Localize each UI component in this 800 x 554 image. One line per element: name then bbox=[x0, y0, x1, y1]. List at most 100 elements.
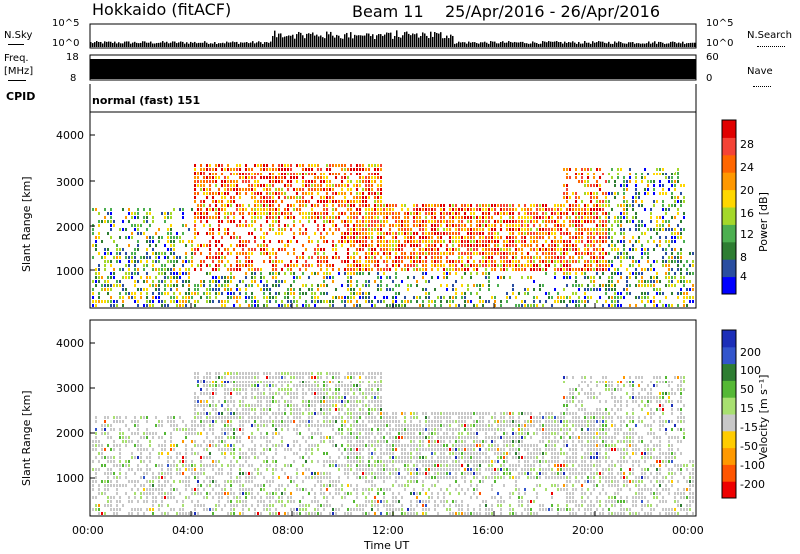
heat-cell bbox=[557, 292, 559, 295]
noise-bar bbox=[94, 42, 96, 47]
heat-cell bbox=[338, 212, 340, 215]
heat-cell bbox=[440, 304, 442, 307]
heat-cell bbox=[188, 300, 190, 303]
heat-cell bbox=[542, 228, 544, 231]
heat-cell bbox=[677, 280, 679, 283]
heat-cell bbox=[278, 208, 280, 211]
heat-cell bbox=[431, 248, 433, 251]
heat-cell bbox=[347, 224, 349, 227]
heat-cell bbox=[650, 212, 652, 215]
heat-cell bbox=[230, 244, 232, 247]
heat-cell bbox=[218, 288, 220, 291]
heat-cell bbox=[629, 304, 631, 307]
heat-cell bbox=[332, 208, 334, 211]
heat-cell bbox=[317, 204, 319, 207]
heat-cell bbox=[212, 424, 214, 427]
heat-cell bbox=[200, 468, 202, 471]
heat-cell bbox=[263, 384, 265, 387]
heat-cell bbox=[608, 204, 610, 207]
heat-cell bbox=[548, 260, 550, 263]
heat-cell bbox=[245, 180, 247, 183]
heat-cell bbox=[254, 248, 256, 251]
heat-cell bbox=[671, 260, 673, 263]
heat-cell bbox=[314, 212, 316, 215]
heat-cell bbox=[464, 292, 466, 295]
heat-cell bbox=[227, 192, 229, 195]
heat-cell bbox=[116, 476, 118, 479]
heat-cell bbox=[506, 240, 508, 243]
heat-cell bbox=[104, 420, 106, 423]
heat-cell bbox=[626, 268, 628, 271]
heat-cell bbox=[263, 292, 265, 295]
heat-cell bbox=[524, 288, 526, 291]
noise-bar bbox=[274, 30, 276, 47]
noise-bar bbox=[644, 43, 646, 47]
heat-cell bbox=[131, 488, 133, 491]
heat-cell bbox=[365, 228, 367, 231]
heat-cell bbox=[275, 292, 277, 295]
heat-cell bbox=[206, 168, 208, 171]
heat-cell bbox=[239, 512, 241, 515]
heat-cell bbox=[434, 232, 436, 235]
heat-cell bbox=[278, 212, 280, 215]
heat-cell bbox=[590, 288, 592, 291]
heat-cell bbox=[218, 496, 220, 499]
heat-cell bbox=[278, 192, 280, 195]
heat-cell bbox=[326, 260, 328, 263]
heat-cell bbox=[653, 204, 655, 207]
heat-cell bbox=[263, 388, 265, 391]
heat-cell bbox=[647, 188, 649, 191]
heat-cell bbox=[296, 180, 298, 183]
heat-cell bbox=[242, 424, 244, 427]
heat-cell bbox=[104, 512, 106, 515]
heat-cell bbox=[335, 192, 337, 195]
heat-cell bbox=[590, 244, 592, 247]
heat-cell bbox=[200, 184, 202, 187]
heat-cell bbox=[281, 304, 283, 307]
noise-bar bbox=[98, 41, 100, 47]
heat-cell bbox=[452, 208, 454, 211]
heat-cell bbox=[380, 168, 382, 171]
heat-cell bbox=[635, 272, 637, 275]
heat-cell bbox=[596, 288, 598, 291]
noise-bar bbox=[372, 34, 374, 47]
heat-cell bbox=[656, 244, 658, 247]
heat-cell bbox=[176, 256, 178, 259]
heat-cell bbox=[632, 200, 634, 203]
heat-cell bbox=[152, 260, 154, 263]
heat-cell bbox=[194, 192, 196, 195]
heat-cell bbox=[227, 444, 229, 447]
heat-cell bbox=[110, 504, 112, 507]
heat-cell bbox=[470, 212, 472, 215]
heat-cell bbox=[680, 252, 682, 255]
heat-cell bbox=[446, 252, 448, 255]
heat-cell bbox=[323, 176, 325, 179]
heat-cell bbox=[686, 288, 688, 291]
noise-bar bbox=[434, 31, 436, 47]
heat-cell bbox=[293, 236, 295, 239]
heat-cell bbox=[386, 244, 388, 247]
noise-bar bbox=[134, 41, 136, 47]
heat-cell bbox=[218, 248, 220, 251]
heat-cell bbox=[191, 256, 193, 259]
heat-cell bbox=[668, 264, 670, 267]
noise-bar bbox=[306, 33, 308, 47]
heat-cell bbox=[608, 180, 610, 183]
heat-cell bbox=[245, 420, 247, 423]
heat-cell bbox=[392, 300, 394, 303]
heat-cell bbox=[167, 504, 169, 507]
heat-cell bbox=[440, 236, 442, 239]
heat-cell bbox=[497, 284, 499, 287]
heat-cell bbox=[170, 244, 172, 247]
heat-cell bbox=[362, 196, 364, 199]
heat-cell bbox=[680, 248, 682, 251]
noise-bar bbox=[300, 32, 302, 47]
heat-cell bbox=[362, 248, 364, 251]
heat-cell bbox=[116, 484, 118, 487]
heat-cell bbox=[101, 512, 103, 515]
heat-cell bbox=[248, 416, 250, 419]
heat-cell bbox=[257, 400, 259, 403]
heat-cell bbox=[260, 380, 262, 383]
heat-cell bbox=[380, 196, 382, 199]
heat-cell bbox=[296, 240, 298, 243]
